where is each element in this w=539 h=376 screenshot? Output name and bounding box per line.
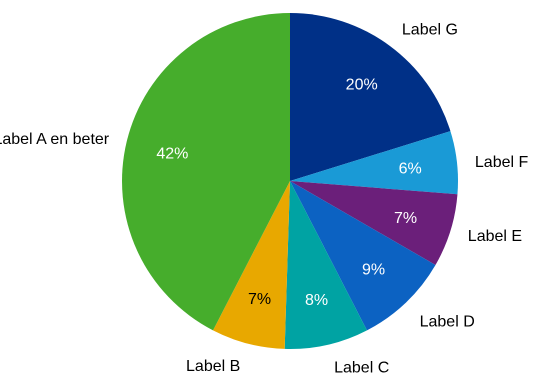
pie-percent-label-label-b: 7% [248,291,271,308]
pie-percent-label-label-e: 7% [394,210,417,227]
pie-category-label-label-g: Label G [402,21,458,38]
pie-percent-label-label-a-en-beter: 42% [156,146,188,163]
pie-category-label-label-a-en-beter: Label A en beter [0,131,110,148]
pie-percent-label-label-c: 8% [305,292,328,309]
pie-percent-label-label-g: 20% [346,77,378,94]
pie-slice-label-b [213,181,290,349]
pie-slice-label-d [290,181,436,331]
pie-percent-label-label-f: 6% [399,161,422,178]
pie-slice-label-g [290,13,451,181]
pie-slice-label-e [290,181,458,265]
pie-category-label-label-c: Label C [334,360,389,376]
pie-category-label-label-f: Label F [475,154,529,171]
pie-category-label-label-e: Label E [468,228,522,245]
pie-percent-label-label-d: 9% [362,262,385,279]
pie-category-label-label-b: Label B [186,358,240,375]
pie-slice-label-f [290,131,458,195]
pie-slice-label-a-en-beter [122,13,290,331]
pie-slice-label-c [284,181,367,350]
pie-category-label-label-d: Label D [420,314,475,331]
